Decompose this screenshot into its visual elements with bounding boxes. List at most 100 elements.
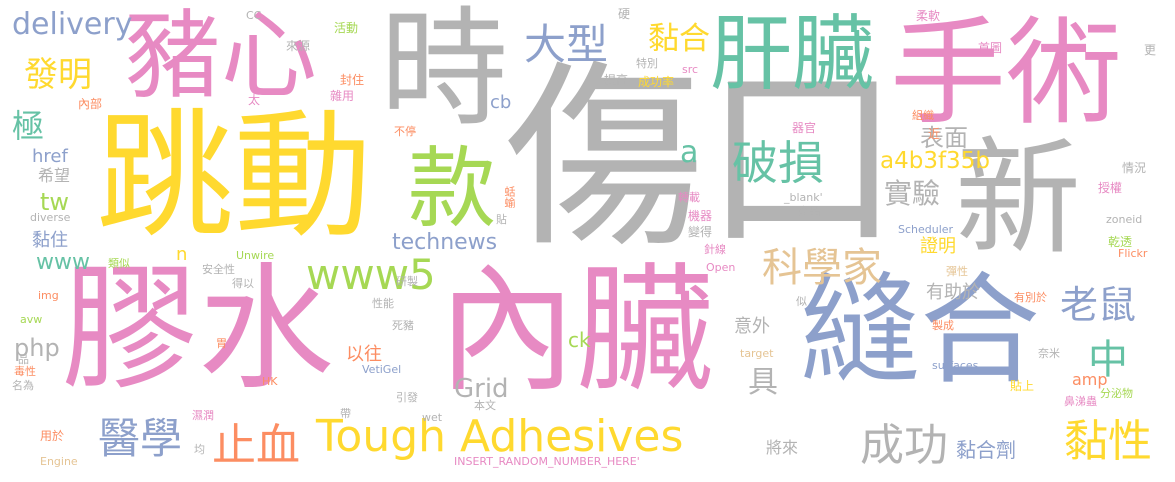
word-cloud-word: 產品 bbox=[798, 205, 820, 218]
word-cloud-word: php bbox=[14, 334, 60, 362]
word-cloud-word: a4b3f35b bbox=[880, 148, 990, 174]
word-cloud-word: 將來 bbox=[766, 438, 799, 457]
word-cloud-word: 帶 bbox=[340, 407, 351, 420]
word-cloud-word: 品 bbox=[18, 353, 29, 366]
word-cloud-word: href bbox=[32, 146, 68, 167]
word-cloud-word: 轉載 bbox=[678, 191, 700, 204]
word-cloud-word: 具 bbox=[748, 365, 778, 400]
word-cloud-word: amp bbox=[1072, 370, 1108, 389]
word-cloud-word: 毒性 bbox=[14, 365, 36, 378]
word-cloud-word: zoneid bbox=[1106, 213, 1143, 226]
word-cloud-word: a bbox=[680, 135, 699, 170]
word-cloud-word: avw bbox=[20, 313, 43, 326]
word-cloud-word: 科學家 bbox=[762, 245, 882, 291]
word-cloud-word: 貼 bbox=[496, 213, 507, 226]
word-cloud-word: n bbox=[176, 244, 188, 265]
word-cloud-word: 黏性 bbox=[1064, 416, 1152, 467]
word-cloud-word: 死豬 bbox=[392, 319, 414, 332]
word-cloud-word: cb bbox=[490, 92, 512, 113]
word-cloud-word: 鼻涕蟲 bbox=[1064, 395, 1097, 408]
word-cloud-word: 太 bbox=[248, 93, 261, 107]
word-cloud-word: 彈性 bbox=[946, 265, 968, 278]
word-cloud-word: 大型 bbox=[524, 20, 609, 69]
word-cloud-word: Scheduler bbox=[898, 223, 954, 236]
word-cloud-word: 更 bbox=[1144, 43, 1157, 57]
word-cloud-word: 分泌物 bbox=[1100, 387, 1133, 400]
word-cloud-word: 研製 bbox=[396, 275, 418, 288]
word-cloud-word: 蛞蝓 bbox=[503, 186, 516, 208]
word-cloud-word: 製成 bbox=[932, 319, 954, 332]
word-cloud-word: 貼上 bbox=[1010, 379, 1035, 393]
word-cloud-word: 證明 bbox=[920, 236, 956, 257]
word-cloud-word: 老鼠 bbox=[1060, 283, 1137, 327]
word-cloud-word: target bbox=[740, 347, 774, 360]
word-cloud-word: 有助於 bbox=[926, 282, 980, 303]
word-cloud-word: 似 bbox=[796, 295, 807, 308]
word-cloud-word: 針線 bbox=[704, 243, 726, 256]
word-cloud-word: 柔軟 bbox=[916, 9, 941, 23]
word-cloud-word: 成功率 bbox=[638, 75, 675, 89]
word-cloud-word: img bbox=[38, 289, 59, 302]
word-cloud-word: 意外 bbox=[734, 316, 770, 337]
word-cloud-word: 情況 bbox=[1122, 161, 1147, 175]
word-cloud-word: 內部 bbox=[78, 97, 103, 111]
word-cloud-word: www5 bbox=[306, 250, 436, 299]
word-cloud-word: 組織 bbox=[912, 109, 934, 122]
word-cloud-word: 止血 bbox=[212, 420, 300, 471]
word-cloud-word: 性能 bbox=[372, 297, 394, 310]
word-cloud-word: 授權 bbox=[1098, 181, 1123, 195]
word-cloud-word: 均 bbox=[194, 443, 205, 456]
word-cloud-word: 中 bbox=[1088, 337, 1128, 383]
word-cloud-word: 破損 bbox=[732, 136, 824, 190]
word-cloud-word: 實驗 bbox=[884, 177, 941, 210]
word-cloud-word: 特別 bbox=[636, 57, 658, 70]
word-cloud-word: diverse bbox=[30, 211, 71, 224]
word-cloud-word: 時 bbox=[380, 0, 509, 144]
word-cloud-word: 黏合劑 bbox=[956, 438, 1016, 462]
word-cloud-word: 豬心 bbox=[125, 0, 317, 112]
word-cloud-word: 得以 bbox=[232, 277, 254, 290]
word-cloud-word: 類似 bbox=[108, 257, 130, 270]
word-cloud-word: 活動 bbox=[334, 21, 359, 35]
word-cloud-word: delivery bbox=[12, 7, 133, 42]
word-cloud-word: tw bbox=[40, 188, 70, 216]
word-cloud-word: Flickr bbox=[1118, 247, 1148, 260]
word-cloud-word: 醫學 bbox=[98, 414, 183, 463]
word-cloud-word: 變得 bbox=[688, 225, 713, 239]
word-cloud-word: 硬 bbox=[618, 7, 631, 21]
word-cloud-word: 用於 bbox=[40, 429, 65, 443]
word-cloud-word: 不停 bbox=[394, 125, 416, 138]
word-cloud-word: INSERT_RANDOM_NUMBER_HERE' bbox=[454, 455, 640, 468]
word-cloud-word: 名為 bbox=[12, 379, 34, 392]
word-cloud-word: 新 bbox=[955, 125, 1081, 272]
word-cloud-word: 胃 bbox=[216, 337, 227, 350]
word-cloud-word: 黏合 bbox=[648, 21, 710, 57]
word-cloud-word: Unwire bbox=[236, 249, 275, 262]
word-cloud-word: 機器 bbox=[688, 209, 713, 223]
word-cloud-word: HK bbox=[262, 375, 278, 388]
word-cloud-word: technews bbox=[392, 230, 498, 255]
word-cloud-word: 奈米 bbox=[1038, 347, 1060, 360]
word-cloud-word: 來源 bbox=[286, 39, 311, 53]
word-cloud-word: 極 bbox=[12, 107, 45, 145]
word-cloud-word: wet bbox=[422, 411, 443, 424]
word-cloud-word: src bbox=[682, 63, 699, 76]
word-cloud-word: ck bbox=[568, 328, 591, 352]
word-cloud-word: 跳動 bbox=[96, 96, 373, 257]
word-cloud-word: www bbox=[36, 250, 90, 275]
word-cloud-word: 乾透 bbox=[1108, 235, 1133, 249]
word-cloud-word: 近 bbox=[928, 127, 941, 141]
word-cloud-word: 有別於 bbox=[1014, 291, 1047, 304]
word-cloud-word: 濕潤 bbox=[192, 409, 214, 422]
word-cloud-word: 膠水 bbox=[62, 251, 334, 409]
word-cloud-word: 內臟 bbox=[438, 250, 715, 411]
word-cloud-word: 傷口 bbox=[505, 43, 901, 274]
word-cloud-word: 器官 bbox=[792, 121, 817, 135]
word-cloud-word: 首圖 bbox=[978, 41, 1003, 55]
word-cloud-word: 安全性 bbox=[202, 263, 235, 276]
word-cloud-word: 手術 bbox=[890, 6, 1122, 141]
word-cloud-word: 以往 bbox=[346, 344, 382, 365]
word-cloud-word: 提高 bbox=[604, 73, 629, 87]
word-cloud-word: Open bbox=[706, 261, 736, 274]
